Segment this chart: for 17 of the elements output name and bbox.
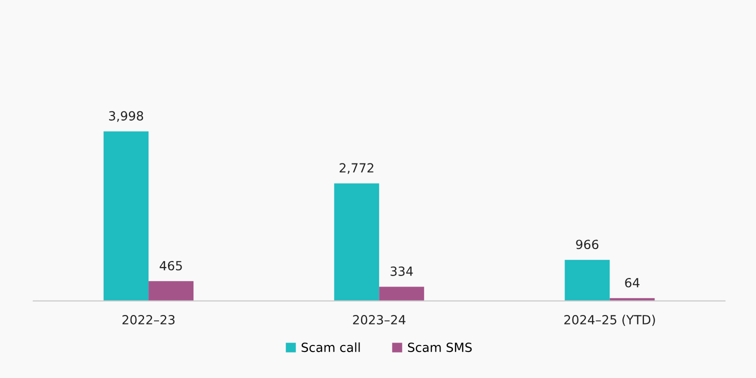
- bar: [610, 298, 655, 301]
- data-label: 64: [625, 278, 640, 288]
- data-label: 966: [576, 240, 598, 250]
- data-label: 465: [160, 260, 182, 270]
- legend-label: Scam SMS: [408, 342, 472, 352]
- bar: [104, 131, 149, 301]
- bar: [334, 183, 380, 301]
- x-tick-label: 2023–24: [353, 315, 406, 324]
- bar: [379, 286, 424, 301]
- bar: [564, 260, 610, 301]
- data-label: 2,772: [340, 163, 374, 174]
- x-tick-label: 2024–25 (YTD): [564, 314, 655, 326]
- bar: [148, 281, 194, 301]
- legend-label: Scam call: [302, 342, 360, 352]
- x-tick-label: 2022–23: [122, 315, 175, 324]
- data-label: 3,998: [109, 111, 144, 122]
- data-label: 334: [390, 266, 413, 276]
